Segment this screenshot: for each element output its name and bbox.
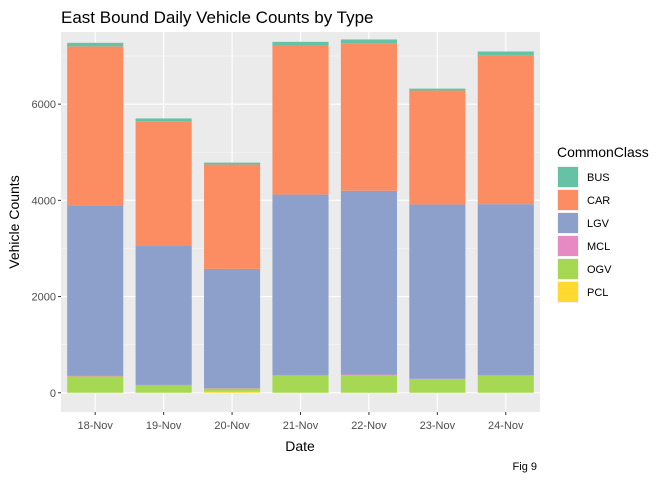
y-tick-label: 0 bbox=[50, 388, 56, 400]
y-axis: 0 2000 4000 6000 bbox=[32, 99, 61, 400]
bar-segment-car-22-nov bbox=[340, 43, 397, 191]
bar-segment-car-20-nov bbox=[204, 164, 261, 269]
x-axis: 18-Nov 19-Nov 20-Nov 21-Nov 22-Nov 23-Nov 24-N… bbox=[77, 412, 524, 432]
bar-segment-ogv-18-nov bbox=[67, 376, 124, 393]
bar-segment-mcl-24-nov bbox=[477, 374, 534, 376]
bar-segment-car-19-nov bbox=[135, 121, 192, 246]
legend-items: BUS CAR LGV MCL OGV PCL bbox=[557, 166, 612, 303]
y-axis-title: Vehicle Counts bbox=[6, 175, 22, 268]
bar-segment-mcl-22-nov bbox=[340, 374, 397, 375]
legend: CommonClass BUS CAR LGV MCL OGV PCL bbox=[557, 144, 649, 303]
x-tick-label: 18-Nov bbox=[77, 420, 113, 432]
y-tick-label: 2000 bbox=[32, 292, 56, 304]
bar-segment-lgv-20-nov bbox=[204, 268, 261, 389]
bar-segment-bus-24-nov bbox=[477, 51, 534, 56]
bar-segment-ogv-21-nov bbox=[272, 375, 329, 393]
legend-key-pcl bbox=[558, 282, 578, 302]
bar-segment-ogv-20-nov bbox=[204, 388, 261, 392]
bar-segment-mcl-18-nov bbox=[67, 375, 124, 377]
legend-label-bus: BUS bbox=[587, 172, 610, 184]
bar-segment-lgv-24-nov bbox=[477, 204, 534, 375]
bar-segment-mcl-19-nov bbox=[135, 384, 192, 386]
x-tick-label: 22-Nov bbox=[351, 420, 387, 432]
bar-segment-ogv-22-nov bbox=[340, 374, 397, 393]
bar-segment-car-23-nov bbox=[409, 90, 466, 205]
legend-title: CommonClass bbox=[557, 144, 649, 160]
x-tick-label: 23-Nov bbox=[420, 420, 456, 432]
y-tick-label: 6000 bbox=[32, 99, 56, 111]
bar-segment-pcl-20-nov bbox=[204, 391, 261, 393]
x-tick-label: 20-Nov bbox=[214, 420, 250, 432]
legend-key-ogv bbox=[558, 259, 578, 279]
bar-segment-bus-21-nov bbox=[272, 41, 329, 46]
legend-key-bus bbox=[558, 167, 578, 187]
bar-segment-bus-18-nov bbox=[67, 42, 124, 47]
bar-segment-car-18-nov bbox=[67, 46, 124, 206]
bar-segment-lgv-23-nov bbox=[409, 204, 466, 379]
legend-key-lgv bbox=[558, 213, 578, 233]
x-axis-title: Date bbox=[285, 438, 315, 454]
x-tick-label: 21-Nov bbox=[283, 420, 319, 432]
bar-segment-car-21-nov bbox=[272, 45, 329, 195]
legend-key-mcl bbox=[558, 236, 578, 256]
bar-segment-ogv-24-nov bbox=[477, 375, 534, 393]
bar-segment-lgv-22-nov bbox=[340, 190, 397, 375]
bar-segment-car-24-nov bbox=[477, 55, 534, 205]
bar-segment-lgv-21-nov bbox=[272, 194, 329, 375]
y-tick-label: 4000 bbox=[32, 195, 56, 207]
bar-segment-mcl-21-nov bbox=[272, 374, 329, 376]
chart-title: East Bound Daily Vehicle Counts by Type bbox=[61, 8, 373, 27]
bar-segment-bus-19-nov bbox=[135, 118, 192, 122]
bar-segment-mcl-20-nov bbox=[204, 388, 261, 389]
bar-segment-lgv-18-nov bbox=[67, 205, 124, 376]
bar-segment-bus-20-nov bbox=[204, 162, 261, 165]
bar-segment-ogv-23-nov bbox=[409, 379, 466, 393]
x-tick-label: 24-Nov bbox=[488, 420, 524, 432]
legend-label-ogv: OGV bbox=[587, 264, 612, 276]
bar-segment-bus-22-nov bbox=[340, 39, 397, 44]
legend-label-lgv: LGV bbox=[587, 218, 610, 230]
bar-segment-lgv-19-nov bbox=[135, 245, 192, 385]
legend-label-car: CAR bbox=[587, 195, 610, 207]
bar-segment-ogv-19-nov bbox=[135, 385, 192, 393]
figure-caption: Fig 9 bbox=[513, 461, 537, 473]
bars bbox=[67, 39, 534, 393]
x-tick-label: 19-Nov bbox=[146, 420, 182, 432]
legend-label-mcl: MCL bbox=[587, 241, 610, 253]
legend-key-car bbox=[558, 190, 578, 210]
bar-segment-mcl-23-nov bbox=[409, 378, 466, 380]
legend-label-pcl: PCL bbox=[587, 287, 608, 299]
bar-segment-bus-23-nov bbox=[409, 88, 466, 91]
